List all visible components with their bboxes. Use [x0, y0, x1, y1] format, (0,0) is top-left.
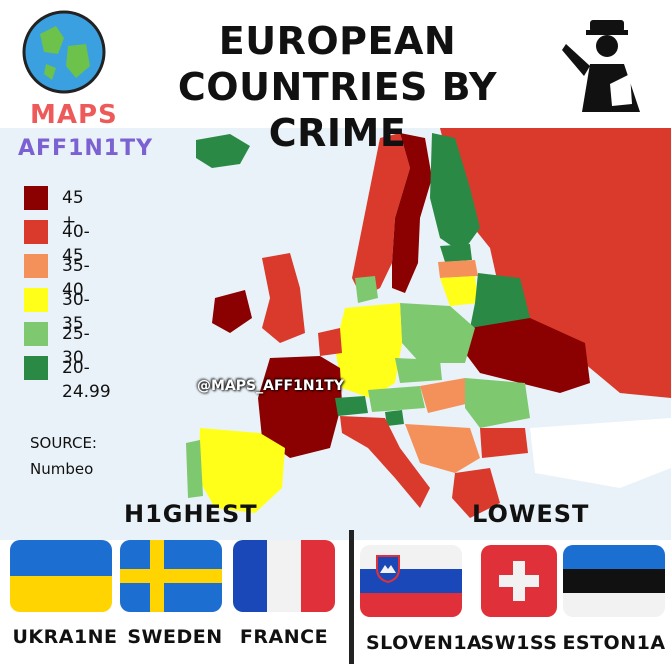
- region-iceland: [196, 134, 250, 168]
- watermark: @MAPS_AFF1N1TY: [197, 378, 344, 394]
- legend-label: 20-24.99: [62, 358, 111, 402]
- region-italy: [340, 416, 430, 508]
- slovenia-flag: [360, 545, 462, 617]
- slovenia-coat-of-arms-icon: [376, 555, 400, 583]
- legend-swatch: [24, 254, 48, 278]
- region-france: [258, 356, 342, 458]
- legend-label: 30-35: [62, 290, 90, 334]
- region-ukraine: [465, 318, 590, 393]
- lowest-title: LOWEST: [472, 500, 590, 528]
- legend-swatch: [24, 186, 48, 210]
- region-denmark: [355, 276, 378, 303]
- legend-label: 35-40: [62, 256, 90, 300]
- region-switzerland: [335, 396, 368, 416]
- highest-country-name: SWEDEN: [127, 626, 223, 648]
- legend-label: 40-45: [62, 222, 90, 266]
- divider: [349, 530, 354, 664]
- france-flag: [233, 540, 335, 612]
- region-finland: [430, 133, 480, 253]
- region-norway: [352, 133, 410, 298]
- lowest-country-name: SLOVEN1A: [366, 632, 483, 654]
- region-sweden: [392, 133, 432, 293]
- estonia-flag: [563, 545, 665, 617]
- brand-maps: MAPS: [30, 100, 118, 130]
- source-label: SOURCE:: [30, 434, 97, 452]
- police-officer-icon: [562, 20, 640, 112]
- region-germany: [335, 303, 402, 398]
- highest-title: H1GHEST: [124, 500, 258, 528]
- region-uk: [262, 253, 305, 343]
- title-line-2: COUNTRIES BY CRIME: [177, 65, 498, 155]
- region-austria: [368, 386, 425, 412]
- sweden-flag: [120, 540, 222, 612]
- ukraine-flag: [10, 540, 112, 612]
- source-name: Numbeo: [30, 460, 94, 478]
- legend-swatch: [24, 288, 48, 312]
- highest-country-name: UKRA1NE: [12, 626, 118, 648]
- legend-swatch: [24, 356, 48, 380]
- legend-swatch: [24, 220, 48, 244]
- region-turkey: [530, 418, 671, 488]
- legend-swatch: [24, 322, 48, 346]
- region-bulgaria: [480, 428, 528, 458]
- switzerland-flag: [481, 545, 557, 617]
- legend-label: 25-30: [62, 324, 90, 368]
- region-balkans: [405, 424, 480, 473]
- region-portugal: [186, 440, 203, 498]
- lowest-country-name: ESTON1A: [562, 632, 666, 654]
- highest-country-name: FRANCE: [239, 626, 329, 648]
- lowest-country-name: SW1SS: [480, 632, 558, 654]
- region-netherlands: [318, 328, 342, 356]
- region-hungary: [420, 378, 470, 413]
- region-slovenia: [385, 410, 404, 426]
- globe-icon: [22, 10, 106, 94]
- brand-affinity-text: AFF1N1TY: [18, 136, 154, 161]
- region-greece: [452, 468, 500, 518]
- title-line-1: EUROPEAN: [218, 19, 457, 63]
- region-lithuania: [440, 276, 478, 306]
- region-spain: [198, 428, 285, 513]
- brand-maps-text: MAPS: [30, 100, 118, 130]
- region-romania: [465, 378, 530, 428]
- region-czechia: [395, 358, 442, 383]
- region-poland: [400, 303, 475, 363]
- region-russia: [440, 128, 671, 398]
- region-estonia: [440, 244, 472, 262]
- brand-affinity: AFF1N1TY: [18, 136, 153, 161]
- region-latvia: [438, 260, 478, 278]
- europe-map: [0, 128, 671, 540]
- legend-label: 45 +: [62, 188, 84, 232]
- europe-map-svg: [0, 128, 671, 540]
- page-title: EUROPEAN COUNTRIES BY CRIME: [110, 18, 565, 156]
- header: EUROPEAN COUNTRIES BY CRIME: [0, 0, 671, 155]
- region-ireland: [212, 290, 252, 333]
